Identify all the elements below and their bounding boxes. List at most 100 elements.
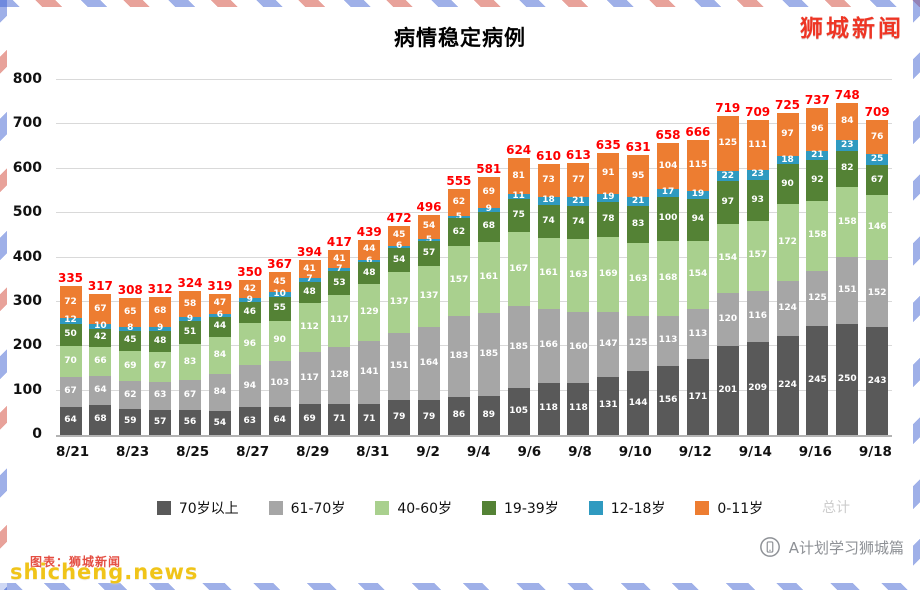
- bar-segment: 104: [657, 143, 679, 190]
- bar-column: 496 54 5 57 137 164 79: [416, 80, 443, 435]
- bar-segment: 154: [686, 240, 709, 309]
- bar-segment-value: 84: [840, 116, 854, 127]
- bottom-left-watermark: 图表：狮城新闻 shicheng.news: [10, 546, 240, 586]
- bar-segment-value: 97: [781, 129, 794, 140]
- bar-segment: 157: [746, 221, 769, 291]
- bar-column: 748 84 23 82 158 151 250: [834, 80, 861, 435]
- bar-segment-value: 81: [512, 170, 525, 181]
- bar-segment-value: 67: [94, 303, 107, 314]
- bar-segment: 12: [59, 316, 82, 325]
- y-tick-label: 300: [12, 292, 42, 309]
- bar-segment: 84: [208, 373, 231, 412]
- bar-segment-value: 62: [452, 197, 466, 208]
- bar-segment-value: 147: [598, 338, 618, 349]
- bar-segment-value: 157: [449, 275, 469, 286]
- bar-segment-value: 168: [658, 272, 678, 283]
- bar-segment-value: 44: [362, 244, 376, 255]
- bar-segment: 63: [238, 407, 261, 435]
- bar-segment: 23: [746, 169, 769, 180]
- bar-segment: 65: [119, 298, 142, 328]
- bar-segment: 224: [776, 335, 799, 435]
- bar-segment-value: 113: [688, 328, 708, 339]
- bar-column: 394 41 7 48 112 117 69: [296, 80, 323, 435]
- bar-segment: 5: [447, 212, 470, 221]
- bar-segment-value: 47: [213, 298, 227, 309]
- x-tick-label: 9/12: [678, 444, 712, 460]
- bar-segment: 100: [657, 196, 679, 242]
- bar-segment-value: 156: [658, 394, 678, 405]
- bar-segment: 47: [208, 293, 231, 315]
- bar-segment-value: 183: [449, 350, 469, 361]
- bar-segment-value: 92: [811, 174, 824, 185]
- bar-segment-value: 90: [273, 335, 286, 346]
- legend-item: 12-18岁: [588, 498, 665, 518]
- bar-segment-value: 9: [156, 323, 164, 334]
- bar-segment: 201: [716, 345, 739, 435]
- bar-segment: 84: [836, 103, 859, 141]
- bar-segment: 86: [447, 396, 470, 435]
- bar-segment-value: 62: [123, 389, 137, 400]
- bar-segment-value: 41: [333, 253, 346, 264]
- bar-segment-value: 22: [721, 170, 735, 181]
- bar-segment: 158: [836, 186, 859, 258]
- bar-segment-value: 91: [601, 167, 615, 178]
- bar-segment-value: 79: [392, 411, 406, 422]
- bar-segment: 21: [627, 197, 650, 207]
- bar-total-label: 350: [237, 264, 263, 279]
- bar-segment: 115: [686, 139, 709, 191]
- bar-segment-value: 63: [153, 390, 167, 401]
- bar-segment: 171: [686, 359, 709, 435]
- bar-segment: 117: [328, 294, 351, 347]
- bar-segment-value: 146: [867, 221, 887, 232]
- y-tick-label: 700: [12, 115, 42, 132]
- bar-segment: 42: [238, 279, 261, 299]
- bar-column: 555 62 5 62 157 183 86: [445, 80, 472, 435]
- bar-total-label: 319: [207, 278, 233, 293]
- bar-segment-value: 105: [509, 406, 529, 417]
- bar-total-label: 709: [745, 105, 771, 120]
- bar-column: 610 73 18 74 161 166 118: [535, 80, 562, 435]
- bar-segment-value: 23: [751, 169, 764, 180]
- bar-segment: 73: [537, 164, 560, 197]
- bar-segment-value: 67: [64, 386, 77, 397]
- account-watermark-label: A计划学习狮城篇: [788, 538, 904, 557]
- bar-segment-value: 46: [243, 307, 257, 318]
- bar-segment-value: 42: [94, 332, 107, 343]
- bar-segment-value: 48: [303, 286, 316, 297]
- bar-segment-value: 83: [183, 356, 197, 367]
- bar-segment: 125: [627, 315, 650, 372]
- bar-segment: 185: [507, 306, 530, 389]
- bar-segment: 67: [179, 380, 201, 411]
- bar-segment: 118: [567, 382, 590, 435]
- bar-segment: 6: [358, 256, 381, 265]
- bar-segment-value: 185: [479, 348, 499, 359]
- bar-segment-value: 69: [303, 414, 316, 425]
- bar-segment: 82: [836, 150, 859, 187]
- bar-segment-value: 95: [631, 170, 645, 181]
- bar-segment-value: 69: [482, 187, 496, 198]
- bar-column: 581 69 9 68 161 185 89: [475, 80, 502, 435]
- bar-column: 350 42 9 46 96 94 63: [236, 80, 263, 435]
- bar-segment-value: 89: [482, 409, 496, 420]
- bar-segment: 69: [477, 177, 500, 208]
- bar-segment: 68: [149, 296, 172, 327]
- bar-segment: 44: [358, 240, 381, 260]
- gridline: [56, 256, 892, 258]
- bar-segment: 76: [866, 120, 889, 155]
- bar-total-label: 719: [715, 100, 741, 115]
- bar-segment: 8: [119, 324, 142, 333]
- bar-segment: 23: [836, 140, 859, 151]
- bar-segment: 120: [716, 292, 739, 346]
- bar-segment-value: 86: [452, 410, 466, 421]
- bar-segment: 51: [179, 320, 201, 344]
- bars: 335 72 12 50 70 67 64 317 67 10 42 66 64 68 308 65 8 45 69…: [56, 80, 892, 435]
- bar-segment: 169: [597, 236, 620, 312]
- bar-segment-value: 53: [333, 277, 346, 288]
- bar-segment-value: 21: [811, 149, 824, 160]
- bar-segment-value: 64: [64, 415, 77, 426]
- bar-segment-value: 76: [870, 131, 884, 142]
- bar-segment: 118: [537, 382, 560, 435]
- bar-segment: 163: [567, 239, 590, 312]
- bar-segment-value: 71: [362, 413, 376, 424]
- bar-segment: 129: [358, 283, 381, 341]
